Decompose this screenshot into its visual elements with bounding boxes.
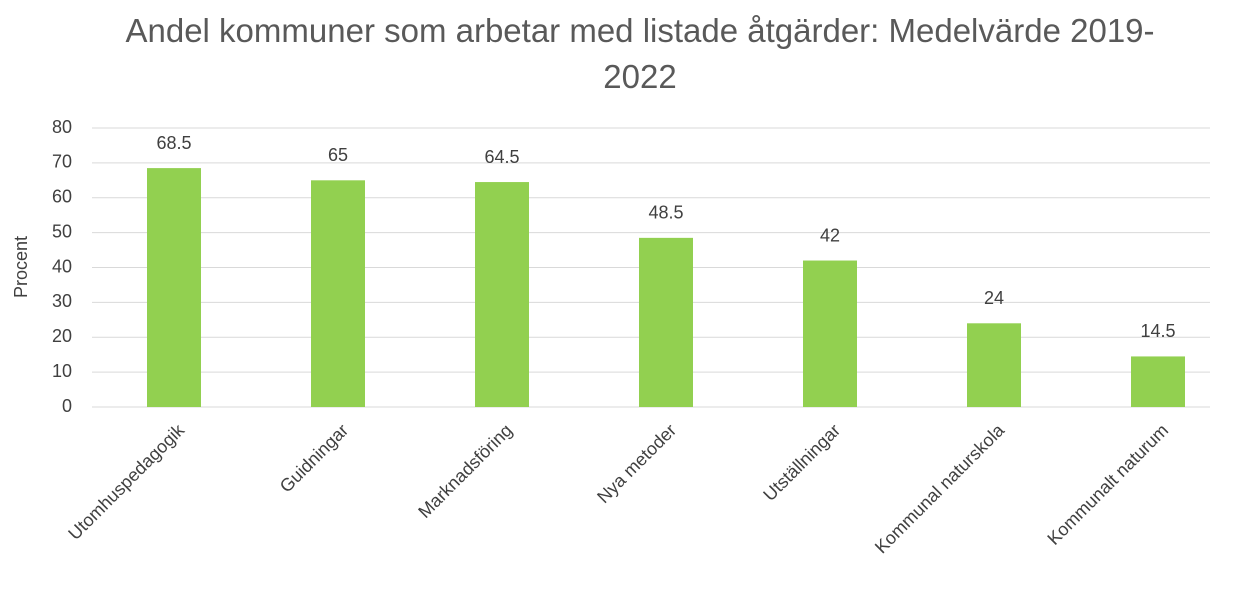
data-label: 48.5 [648, 203, 683, 223]
data-label: 64.5 [484, 147, 519, 167]
y-tick-label: 80 [52, 117, 72, 137]
x-tick-label: Utställningar [759, 420, 844, 505]
bar [147, 168, 201, 407]
x-tick-label: Utomhuspedagogik [64, 419, 189, 544]
bar [311, 180, 365, 407]
data-label: 65 [328, 145, 348, 165]
data-label: 14.5 [1140, 321, 1175, 341]
y-tick-label: 30 [52, 291, 72, 311]
bar [967, 323, 1021, 407]
data-label: 68.5 [156, 133, 191, 153]
data-label: 24 [984, 288, 1004, 308]
bar [475, 182, 529, 407]
data-label: 42 [820, 225, 840, 245]
x-tick-label: Kommunalt naturum [1043, 420, 1172, 549]
x-tick-label: Guidningar [276, 420, 352, 496]
y-tick-label: 70 [52, 152, 72, 172]
bar [1131, 356, 1185, 407]
y-axis-label: Procent [11, 236, 31, 298]
y-tick-label: 50 [52, 221, 72, 241]
y-tick-label: 40 [52, 256, 72, 276]
bar [803, 260, 857, 407]
y-tick-label: 20 [52, 326, 72, 346]
bar [639, 237, 693, 407]
chart-title: Andel kommuner som arbetar med listade å… [125, 12, 1155, 95]
y-tick-label: 0 [62, 396, 72, 416]
x-tick-label: Nya metoder [593, 420, 680, 507]
y-tick-label: 10 [52, 361, 72, 381]
x-tick-label: Kommunal naturskola [871, 419, 1009, 557]
y-tick-label: 60 [52, 187, 72, 207]
x-tick-label: Marknadsföring [414, 420, 516, 522]
